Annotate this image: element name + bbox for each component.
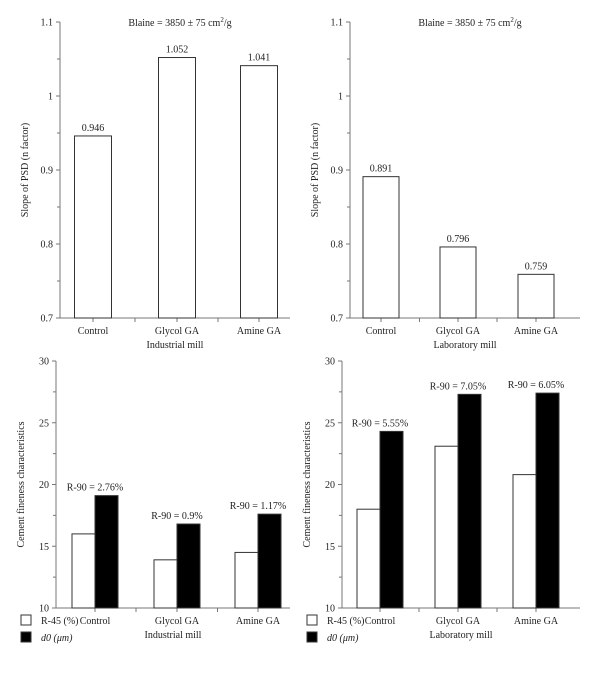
x-tick-label: Control (365, 616, 396, 627)
y-tick-label: 15 (39, 542, 49, 553)
x-tick-label: Glycol GA (436, 326, 481, 337)
title-sup: 2 (220, 16, 224, 24)
legend-swatch (20, 614, 32, 626)
r90-annotation: R-90 = 7.05% (430, 381, 486, 392)
y-tick-label: 10 (39, 604, 49, 615)
x-axis-label: Laboratory mill (429, 630, 492, 641)
bar-d0 (257, 513, 282, 609)
y-tick-label: 20 (39, 480, 49, 491)
bar (362, 176, 400, 319)
bar-r45 (71, 533, 96, 609)
x-axis-label: Laboratory mill (433, 340, 496, 351)
y-tick-label: 1.1 (331, 18, 344, 29)
bar-r45 (434, 445, 459, 609)
chart-title: Blaine = 3850 ± 75 cm2/g (418, 16, 521, 29)
bar-r45 (153, 559, 178, 609)
bar (74, 135, 112, 319)
bar-d0 (379, 430, 404, 609)
y-tick-label: 25 (39, 418, 49, 429)
panel-3: 10 15 20 25 30 Cement fineness characteristic… (16, 357, 290, 644)
legend-label: R-45 (%) (327, 616, 365, 627)
title-text: Blaine = 3850 ± 75 cm (418, 18, 510, 29)
y-tick-label: 0.9 (331, 166, 344, 177)
title-tail: /g (514, 18, 522, 29)
bar (517, 273, 555, 319)
y-tick-label: 30 (325, 357, 335, 368)
bar (439, 246, 477, 319)
y-tick-label: 25 (325, 418, 335, 429)
bar (240, 65, 278, 319)
y-tick-label: 1 (338, 92, 343, 103)
y-tick-label: 0.8 (331, 240, 344, 251)
panel-1: 0.7 0.8 0.9 1 1.1 Slope of PSD (n factor) Cont… (20, 16, 290, 351)
title-text: Blaine = 3850 ± 75 cm (128, 18, 220, 29)
x-tick-label: Control (80, 616, 111, 627)
y-tick-label: 20 (325, 480, 335, 491)
data-label: 0.759 (525, 261, 548, 272)
data-label: 0.946 (82, 123, 105, 134)
bar-d0 (535, 392, 560, 609)
bar-r45 (356, 508, 381, 609)
title-tail: /g (224, 18, 232, 29)
x-tick-label: Glycol GA (436, 616, 481, 627)
bar-d0 (457, 393, 482, 609)
data-label: 1.041 (248, 53, 271, 64)
bar-r45 (234, 551, 259, 609)
y-tick-label: 10 (325, 604, 335, 615)
y-tick-label: 15 (325, 542, 335, 553)
y-axis-label: Cement fineness characteristics (302, 421, 313, 547)
legend-label: d0 (μm) (41, 633, 73, 644)
x-axis-label: Industrial mill (147, 340, 204, 351)
chart-title: Blaine = 3850 ± 75 cm2/g (128, 16, 231, 29)
y-tick-label: 0.7 (331, 314, 344, 325)
x-tick-label: Glycol GA (155, 326, 200, 337)
y-tick-label: 1 (48, 92, 53, 103)
r90-annotation: R-90 = 1.17% (230, 501, 286, 512)
y-tick-label: 30 (39, 357, 49, 368)
r90-annotation: R-90 = 5.55% (352, 418, 408, 429)
legend-swatch (306, 614, 318, 626)
panel-2: 0.7 0.8 0.9 1 1.1 Slope of PSD (n factor) Cont… (310, 16, 580, 351)
x-tick-label: Amine GA (236, 616, 281, 627)
y-axis-label: Slope of PSD (n factor) (310, 123, 321, 217)
legend-label: R-45 (%) (41, 616, 79, 627)
data-label: 0.891 (370, 164, 393, 175)
x-tick-label: Control (366, 326, 397, 337)
x-tick-label: Amine GA (237, 326, 282, 337)
bar-r45 (512, 474, 537, 609)
x-tick-label: Amine GA (514, 326, 559, 337)
legend-swatch (306, 631, 318, 643)
legend-swatch (20, 631, 32, 643)
bar (158, 57, 196, 319)
bar-d0 (94, 495, 119, 609)
x-tick-label: Glycol GA (155, 616, 200, 627)
y-tick-label: 1.1 (41, 18, 54, 29)
y-axis-label: Cement fineness characteristics (16, 421, 27, 547)
x-axis-label: Industrial mill (145, 630, 202, 641)
r90-annotation: R-90 = 0.9% (151, 511, 202, 522)
data-label: 0.796 (447, 234, 470, 245)
bar-d0 (176, 523, 201, 609)
y-tick-label: 0.9 (41, 166, 54, 177)
y-axis-label: Slope of PSD (n factor) (20, 123, 31, 217)
r90-annotation: R-90 = 6.05% (508, 380, 564, 391)
x-tick-label: Control (78, 326, 109, 337)
data-label: 1.052 (166, 45, 189, 56)
legend-label: d0 (μm) (327, 633, 359, 644)
panel-4: 10 15 20 25 30 Cement fineness characteristic… (302, 357, 580, 644)
r90-annotation: R-90 = 2.76% (67, 483, 123, 494)
x-tick-label: Amine GA (514, 616, 559, 627)
y-tick-label: 0.8 (41, 240, 54, 251)
title-sup: 2 (510, 16, 514, 24)
y-tick-label: 0.7 (41, 314, 54, 325)
